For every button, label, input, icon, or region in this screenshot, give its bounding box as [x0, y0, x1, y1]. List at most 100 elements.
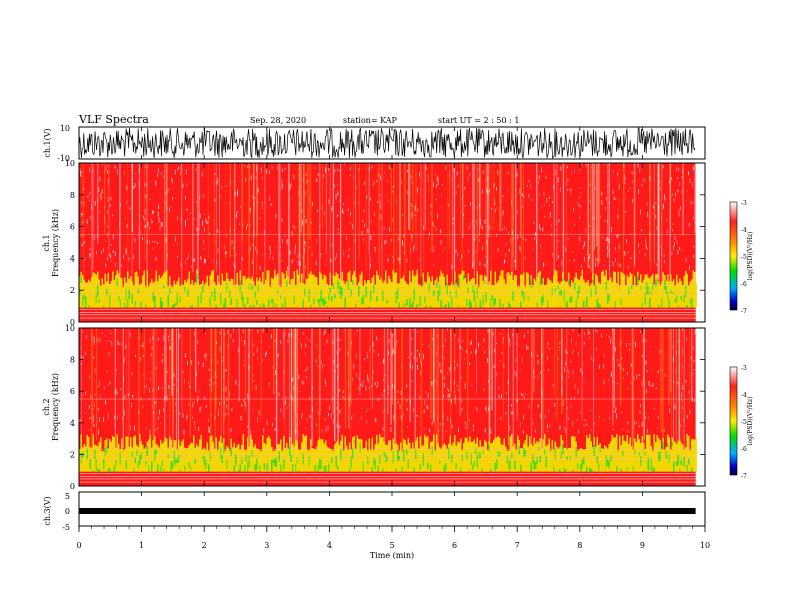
spectrogram-streak [658, 163, 660, 309]
spectrogram-band-yellow [610, 277, 612, 308]
spectrogram-band-green [373, 457, 375, 466]
ch3-waveform-panel: 5 0 -5 ch.3(V) [43, 491, 706, 532]
spectrogram-streak [215, 328, 217, 410]
spectrogram-speckle [96, 198, 98, 204]
spectrogram-speckle [316, 179, 318, 182]
spectrogram-speckle [167, 371, 169, 374]
spectrogram-band-yellow [418, 284, 420, 308]
spectrogram-band-green [616, 466, 618, 472]
spectrogram-speckle [389, 227, 390, 232]
spectrogram-speckle [419, 353, 420, 357]
spectrogram-band-green [679, 468, 681, 472]
spectrogram-speckle [417, 187, 418, 193]
spectrogram-band-green [367, 456, 369, 465]
spectrogram-band-yellow [179, 445, 181, 472]
spectrogram-streak [181, 163, 183, 302]
spectrogram-speckle [423, 353, 424, 358]
spectrogram-band-green [239, 279, 241, 293]
ch2-colorbar-tick: -6 [741, 446, 747, 453]
spectrogram-band-green [647, 286, 649, 296]
spectrogram-band-yellow [358, 438, 360, 472]
spectrogram-speckle [245, 177, 247, 182]
spectrogram-band-green [646, 282, 648, 294]
spectrogram-speckle [353, 363, 355, 369]
spectrogram-band-green [676, 295, 678, 302]
spectrogram-band-yellow [515, 450, 517, 472]
spectrogram-speckle [571, 171, 572, 174]
ch2-frequency-ylabel: Frequency (kHz) [51, 373, 60, 441]
spectrogram-speckle [124, 217, 126, 220]
spectrogram-speckle [179, 334, 181, 339]
spectrogram-speckle [678, 246, 680, 251]
spectrogram-streak [219, 163, 220, 291]
spectrogram-speckle [493, 185, 495, 189]
spectrogram-speckle [351, 341, 352, 345]
spectrogram-speckle [588, 265, 590, 269]
spectrogram-speckle [358, 168, 359, 170]
spectrogram-speckle [180, 211, 182, 214]
spectrogram-speckle [343, 396, 345, 399]
spectrogram-speckle [198, 426, 200, 431]
spectrogram-band-yellow [175, 440, 177, 472]
spectrogram-speckle [226, 386, 228, 389]
spectrogram-speckle [572, 370, 574, 375]
spectrogram-band-yellow [662, 438, 664, 472]
spectrogram-speckle [114, 252, 116, 257]
spectrogram-speckle [627, 421, 629, 425]
spectrogram-speckle [205, 259, 206, 264]
spectrogram-speckle [165, 191, 166, 195]
spectrogram-band-yellow [191, 280, 193, 308]
spectrogram-speckle [364, 181, 366, 185]
spectrogram-band-yellow [296, 441, 298, 472]
spectrogram-speckle [233, 246, 234, 250]
spectrogram-speckle [447, 387, 448, 391]
spectrogram-band-yellow [467, 441, 469, 472]
spectrogram-speckle [435, 198, 437, 201]
spectrogram-band-green [563, 467, 565, 472]
spectrogram-speckle [682, 349, 684, 354]
spectrogram-speckle [196, 168, 198, 171]
spectrogram-streak [451, 163, 453, 283]
spectrogram-band-yellow [188, 445, 190, 472]
spectrogram-speckle [270, 203, 272, 206]
spectrogram-speckle [600, 215, 601, 218]
spectrogram-speckle [665, 171, 667, 173]
spectrogram-band-green [263, 304, 265, 308]
spectrogram-speckle [89, 192, 91, 195]
spectrogram-speckle [158, 386, 159, 391]
spectrogram-band-yellow [295, 439, 297, 472]
spectrogram-speckle [360, 415, 362, 420]
spectrogram-speckle [482, 170, 484, 174]
spectrogram-speckle [79, 168, 81, 171]
spectrogram-speckle [387, 179, 389, 182]
spectrogram-band-yellow [659, 284, 661, 308]
spectrogram-band-yellow [443, 443, 445, 472]
spectrogram-band-green [203, 456, 205, 465]
spectrogram-speckle [106, 165, 108, 168]
spectrogram-speckle [509, 342, 511, 347]
spectrogram-streak [493, 163, 495, 230]
spectrogram-band-green [448, 302, 450, 308]
spectrogram-speckle [80, 363, 82, 366]
spectrogram-band-yellow [686, 273, 688, 308]
spectrogram-speckle [398, 237, 400, 241]
spectrogram-band-yellow [161, 275, 163, 308]
spectrogram-speckle [79, 419, 81, 423]
spectrogram-band-yellow [184, 447, 186, 472]
spectrogram-band-yellow [260, 451, 262, 472]
spectrogram-speckle [572, 352, 573, 355]
spectrogram-speckle [437, 347, 439, 349]
spectrogram-band-green [476, 455, 478, 468]
spectrogram-speckle [230, 333, 232, 338]
spectrogram-band-yellow [442, 445, 444, 472]
spectrogram-band-green [239, 464, 241, 472]
spectrogram-speckle [275, 370, 276, 376]
spectrogram-streak [294, 328, 296, 436]
spectrogram-band-yellow [265, 279, 267, 308]
spectrogram-speckle [255, 385, 257, 390]
spectrogram-band-green [433, 290, 435, 297]
spectrogram-speckle [305, 343, 307, 347]
spectrogram-speckle [677, 189, 679, 193]
spectrogram-band-yellow [146, 441, 148, 472]
spectrogram-band-yellow [278, 286, 280, 308]
